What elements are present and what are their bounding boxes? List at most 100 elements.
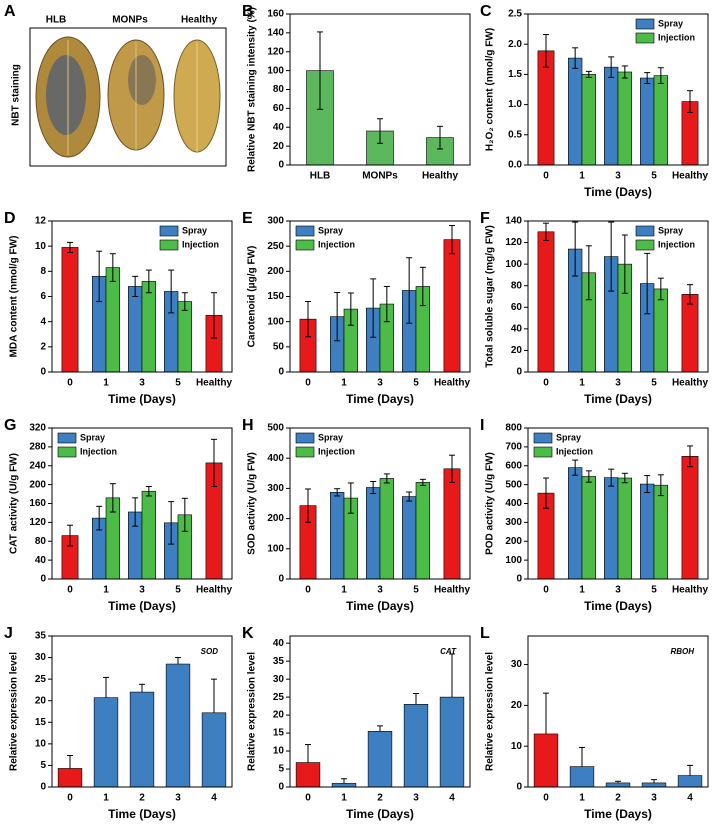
y-tick-label: 15 (273, 728, 285, 739)
y-tick-label: 0 (278, 782, 284, 793)
error-bar (67, 755, 73, 769)
x-tick-label: 5 (651, 585, 657, 596)
bar (677, 775, 703, 788)
y-tick-label: 240 (29, 460, 46, 471)
y-tick-label: 0.5 (508, 129, 522, 140)
bar (568, 467, 583, 580)
y-tick-label: 120 (505, 237, 522, 248)
leaf-stain (128, 55, 156, 105)
y-axis-label: Relative NBT staining intensity (%) (247, 7, 258, 172)
bar (653, 75, 668, 166)
bar (93, 697, 119, 788)
x-tick-label: 1 (341, 793, 347, 804)
error-bar (608, 468, 615, 487)
y-tick-label: 20 (273, 141, 285, 152)
y-tick-label: 35 (35, 631, 47, 642)
error-bar (651, 779, 657, 783)
error-bar (687, 284, 693, 305)
plot-frame (289, 635, 471, 788)
error-bar (572, 221, 579, 277)
error-bar (132, 497, 139, 527)
plot-frame (527, 427, 709, 580)
x-tick-label: 1 (103, 378, 109, 389)
error-bar (543, 692, 549, 734)
bar (331, 783, 357, 788)
x-tick-label: 3 (139, 378, 145, 389)
bar (569, 766, 595, 788)
error-bar (109, 253, 116, 282)
x-tick-label: 5 (651, 378, 657, 389)
bar (57, 768, 83, 788)
y-tick-label: 40 (273, 638, 285, 649)
x-tick-label: Healthy (672, 585, 709, 596)
error-bar (657, 277, 664, 301)
plot-frame (527, 13, 709, 166)
y-tick-label: 80 (35, 536, 47, 547)
bar (604, 66, 619, 166)
error-bar (181, 292, 188, 311)
error-bar (608, 56, 615, 78)
panel-letter: F (480, 210, 490, 227)
error-bar (305, 488, 311, 523)
x-axis-label: Time (Days) (346, 392, 414, 406)
y-tick-label: 100 (505, 555, 522, 566)
x-tick-label: 0 (67, 793, 73, 804)
x-tick-label: 1 (341, 378, 347, 389)
legend-swatch (295, 225, 315, 237)
error-bar (657, 474, 664, 497)
y-tick-label: 250 (267, 241, 284, 252)
y-tick-label: 140 (505, 216, 522, 227)
legend-label: Spray (556, 432, 581, 442)
y-tick-label: 2.0 (508, 39, 522, 50)
x-axis-label: Time (Days) (584, 392, 652, 406)
chart-panel: L Relative expression level Time (Days) RBO… (480, 625, 709, 821)
x-tick-label: 5 (651, 171, 657, 182)
x-tick-label: 2 (377, 793, 383, 804)
bar (605, 782, 631, 788)
x-axis-label: Time (Days) (108, 807, 176, 821)
error-bar (579, 746, 585, 767)
y-tick-label: 20 (511, 700, 523, 711)
y-tick-label: 50 (273, 341, 285, 352)
panel-letter: I (480, 417, 484, 434)
y-axis-label: SOD activity (U/g FW) (247, 452, 258, 555)
y-tick-label: 600 (505, 460, 522, 471)
photo-ylabel: NBT staining (11, 64, 22, 126)
error-bar (687, 764, 693, 776)
y-tick-label: 0 (40, 574, 46, 585)
bar (201, 712, 227, 788)
bar (366, 130, 394, 166)
error-bar (383, 285, 390, 323)
y-tick-label: 2 (40, 341, 46, 352)
y-tick-label: 25 (35, 674, 47, 685)
y-tick-label: 10 (273, 746, 285, 757)
x-tick-label: Healthy (196, 378, 233, 389)
error-bar (96, 505, 103, 531)
x-tick-label: 2 (615, 793, 621, 804)
plot-frame (289, 427, 471, 580)
photo-caption: MONPs (112, 15, 148, 26)
error-bar (406, 257, 413, 324)
error-bar (644, 252, 651, 315)
legend-swatch (295, 239, 315, 251)
error-bar (347, 482, 354, 514)
y-tick-label: 80 (511, 280, 523, 291)
y-tick-label: 4 (40, 316, 46, 327)
y-tick-label: 35 (273, 656, 285, 667)
error-bar (644, 475, 651, 494)
chart-panel: D MDA content (nmol/g FW) Time (Days) 0 2 4 6 8… (4, 210, 233, 406)
x-axis-label: Time (Days) (584, 599, 652, 613)
error-bar (96, 250, 103, 303)
y-tick-label: 500 (267, 423, 284, 434)
y-tick-label: 20 (273, 710, 285, 721)
legend-swatch (295, 432, 315, 444)
y-tick-label: 200 (267, 266, 284, 277)
bar (581, 476, 596, 580)
x-tick-label: MONPs (362, 171, 398, 182)
x-tick-label: 3 (615, 585, 621, 596)
error-bar (109, 483, 116, 513)
bar (568, 57, 583, 166)
